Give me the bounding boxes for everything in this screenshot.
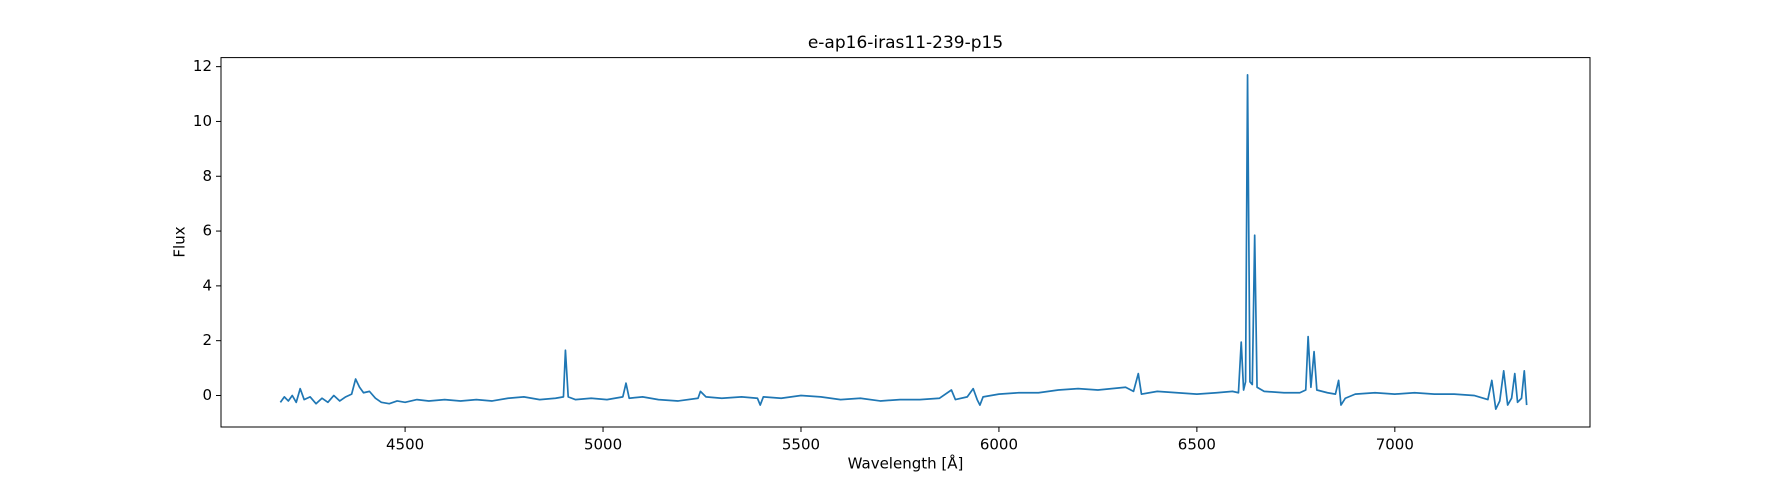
x-tick-label: 7000: [1376, 436, 1414, 454]
y-tick-label: 2: [202, 331, 212, 349]
y-tick-label: 0: [202, 386, 212, 404]
x-tick-label: 6500: [1178, 436, 1216, 454]
spectrum-line: [279, 74, 1528, 411]
plot-frame: [220, 57, 1591, 428]
y-tick-label: 8: [202, 167, 212, 185]
chart-title: e-ap16-iras11-239-p15: [808, 33, 1003, 53]
y-axis-label: Flux: [171, 226, 189, 257]
y-tick-label: 4: [202, 276, 212, 294]
y-tick-label: 12: [193, 57, 212, 75]
y-tick-label: 6: [202, 222, 212, 240]
x-axis-label: Wavelength [Å]: [848, 454, 964, 473]
y-tick-label: 10: [193, 112, 212, 130]
x-tick-label: 5000: [584, 436, 622, 454]
x-tick-label: 6000: [980, 436, 1018, 454]
x-tick-label: 4500: [386, 436, 424, 454]
x-tick-label: 5500: [782, 436, 820, 454]
